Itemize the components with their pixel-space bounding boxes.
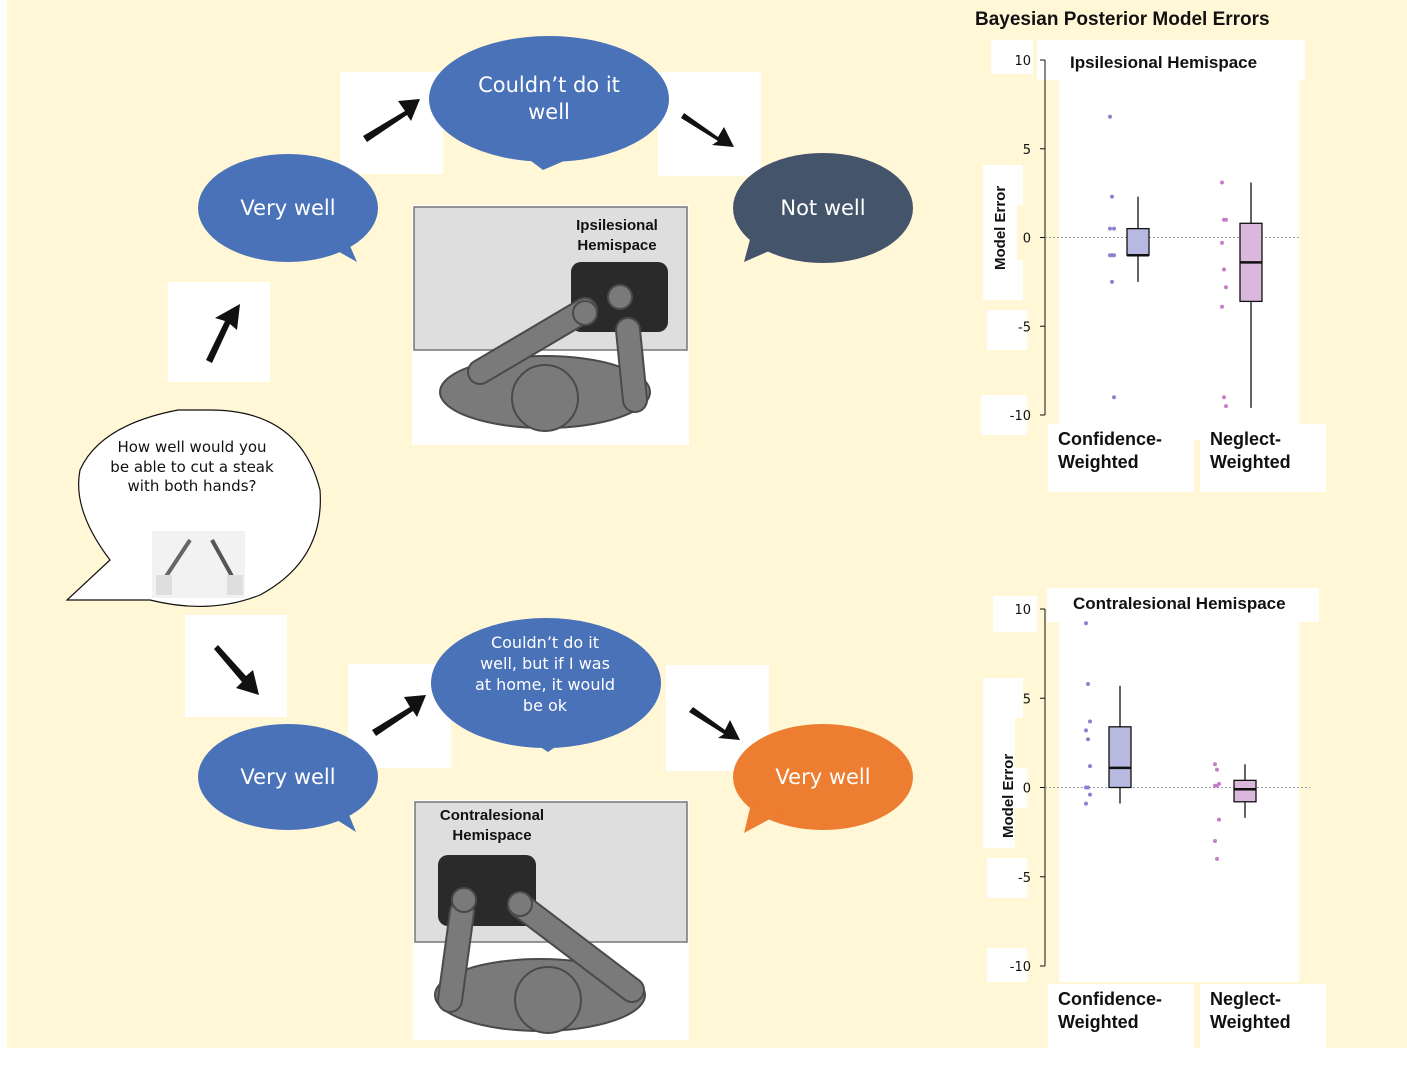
data-point — [1215, 767, 1219, 772]
category-label: Confidence- Weighted — [1048, 984, 1194, 1050]
data-point — [1088, 764, 1092, 769]
response-text: Very well — [240, 196, 336, 220]
data-point — [1108, 226, 1112, 231]
box — [1233, 779, 1257, 803]
y-tick-label: 10 — [1014, 54, 1031, 69]
chart-subtitle: Ipsilesional Hemispace — [1070, 53, 1257, 72]
chart-subtitle: Contralesional Hemispace — [1073, 594, 1286, 613]
category-label: Neglect- Weighted — [1200, 984, 1326, 1050]
y-tick-label: -10 — [1010, 960, 1031, 975]
hemispace-label: Ipsilesional Hemispace — [576, 217, 658, 255]
data-point — [1108, 253, 1112, 258]
data-point — [1222, 395, 1226, 400]
y-tick-label: -5 — [1018, 871, 1031, 886]
data-point — [1110, 279, 1114, 284]
data-point — [1220, 240, 1224, 245]
arrow-icon — [214, 645, 259, 695]
data-point — [1084, 728, 1088, 733]
data-point — [1112, 226, 1116, 231]
question-text: How well would you be able to cut a stea… — [110, 438, 274, 495]
data-point — [1086, 681, 1090, 686]
data-point — [1220, 180, 1224, 185]
data-point — [1213, 839, 1217, 844]
data-point — [1224, 217, 1228, 222]
arrow-icon — [206, 304, 240, 363]
data-point — [1112, 395, 1116, 400]
cutlery-image — [152, 531, 245, 598]
data-point — [1215, 783, 1219, 788]
y-tick-label: -5 — [1018, 320, 1031, 335]
response-text: Not well — [780, 196, 866, 220]
scene-contralesional — [413, 800, 689, 1040]
bubble-very-well-bottom — [198, 724, 378, 832]
data-point — [1086, 737, 1090, 742]
box — [1108, 726, 1132, 789]
response-text: Very well — [240, 765, 336, 789]
y-tick-label: 5 — [1023, 692, 1031, 707]
scene-ipsilesional — [412, 205, 689, 445]
category-label: Confidence- Weighted — [1048, 424, 1194, 492]
data-point — [1213, 762, 1217, 767]
data-point — [1084, 621, 1088, 626]
response-text: Couldn’t do it well, but if I was at hom… — [474, 633, 616, 715]
y-tick-label: 0 — [1023, 782, 1031, 797]
data-point — [1086, 785, 1090, 790]
arrow-icon — [689, 707, 740, 740]
data-point — [1088, 792, 1092, 797]
box — [1126, 227, 1150, 256]
y-axis-label: Model Error — [992, 186, 1009, 270]
chart-contralesional: Contralesional Hemispace Model Error 10 5… — [983, 588, 1319, 982]
hemispace-label: Contralesional Hemispace — [439, 807, 545, 845]
bubble-very-well-orange — [733, 724, 913, 833]
response-text: Couldn’t do it well — [478, 72, 620, 124]
y-axis-label: Model Error — [1000, 754, 1017, 838]
arrow-icon — [681, 113, 734, 147]
diagram-shapes — [65, 36, 913, 1040]
response-text: Very well — [775, 765, 871, 789]
bubble-couldnt-bottom — [431, 618, 661, 752]
y-tick-label: 5 — [1023, 143, 1031, 158]
data-point — [1215, 856, 1219, 861]
data-point — [1222, 267, 1226, 272]
data-point — [1108, 114, 1112, 119]
bubble-couldnt-top — [429, 36, 669, 170]
arrow-icon — [372, 695, 426, 736]
bubble-question — [65, 409, 321, 608]
data-point — [1084, 801, 1088, 806]
y-tick-label: -10 — [1010, 409, 1031, 424]
data-point — [1217, 817, 1221, 822]
bubble-not-well — [733, 153, 913, 263]
data-point — [1224, 285, 1228, 290]
data-point — [1110, 194, 1114, 199]
data-point — [1088, 719, 1092, 724]
data-point — [1220, 304, 1224, 309]
data-point — [1224, 404, 1228, 409]
arrow-icon — [363, 99, 420, 142]
y-tick-label: 10 — [1014, 603, 1031, 618]
chart-ipsilesional: Ipsilesional Hemispace Model Error 10 5 0 -… — [981, 40, 1305, 440]
bubble-very-well-top — [198, 154, 378, 262]
y-tick-label: 0 — [1023, 232, 1031, 247]
figure-title: Bayesian Posterior Model Errors — [975, 9, 1270, 30]
category-label: Neglect- Weighted — [1200, 424, 1326, 492]
data-point — [1112, 253, 1116, 258]
